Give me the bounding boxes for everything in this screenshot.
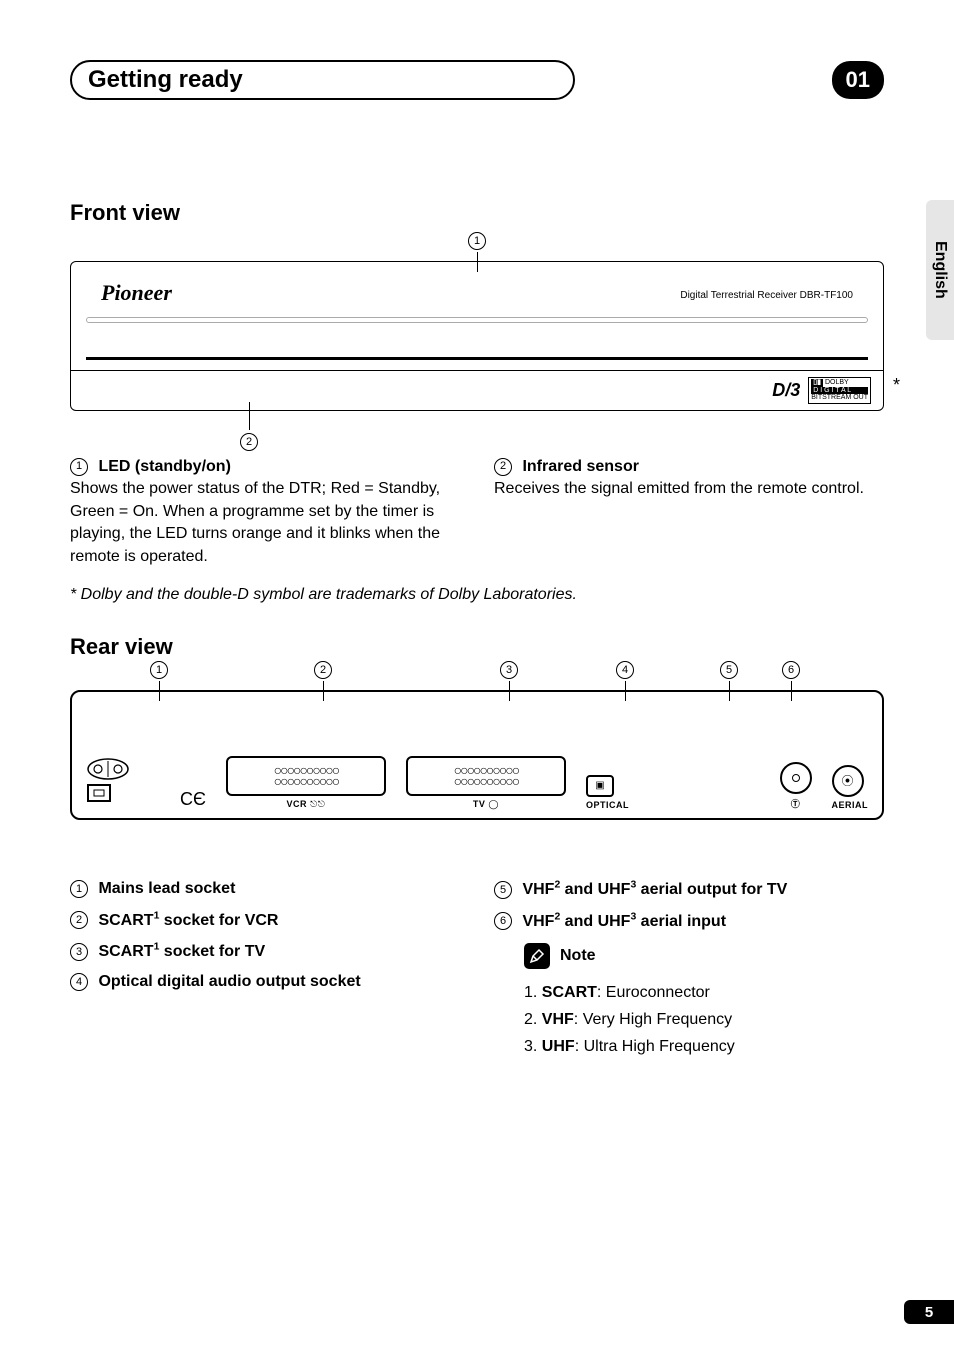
- footnote-star: *: [893, 375, 900, 396]
- dolby-text: DOLBY: [825, 379, 849, 387]
- front-diagram: 1 Pioneer Digital Terrestrial Receiver D…: [70, 261, 884, 411]
- callout-circle-2: 2: [240, 433, 258, 451]
- section-title-pill: Getting ready: [70, 60, 575, 100]
- front-view-heading: Front view: [70, 200, 884, 226]
- aerial-input: ⦿ AERIAL: [832, 765, 869, 810]
- front-item-1: 1 LED (standby/on) Shows the power statu…: [70, 456, 460, 568]
- rear-list-item: 2 SCART1 socket for VCR: [70, 910, 460, 929]
- note-title: Note: [560, 947, 596, 965]
- device-model-text: Digital Terrestrial Receiver DBR-TF100: [680, 290, 853, 301]
- language-label: English: [931, 241, 949, 299]
- front-slot-line: [86, 317, 868, 323]
- note-item: 2. VHF: Very High Frequency: [524, 1006, 884, 1033]
- dolby-footnote: * Dolby and the double-D symbol are trad…: [70, 586, 884, 604]
- rear-list-left: 1 Mains lead socket 2 SCART1 socket for V…: [70, 880, 460, 1060]
- front-item-2: 2 Infrared sensor Receives the signal em…: [494, 456, 884, 568]
- rear-lists: 1 Mains lead socket 2 SCART1 socket for V…: [70, 880, 884, 1060]
- note-list: 1. SCART: Euroconnector2. VHF: Very High…: [524, 979, 884, 1061]
- header-row: Getting ready 01: [70, 60, 884, 100]
- front-bottom-panel: D/3 ▯▮DOLBY D I G I T A L BITSTREAM OUT: [71, 370, 883, 410]
- front-divider-line: [86, 357, 868, 360]
- dolby-logo-box: ▯▮DOLBY D I G I T A L BITSTREAM OUT: [808, 377, 871, 404]
- desc-num-1: 1: [70, 458, 88, 476]
- note-item: 1. SCART: Euroconnector: [524, 979, 884, 1006]
- chapter-number: 01: [846, 67, 870, 92]
- optical-port: ▣ OPTICAL: [586, 775, 629, 810]
- rear-port-row: CЄ ○○○○○○○○○○○○○○○○○○○○ VCR ⎋⎋ ○○○○○○○○○…: [86, 756, 868, 810]
- front-descriptions: 1 LED (standby/on) Shows the power statu…: [70, 456, 884, 568]
- front-callout-2: 2: [240, 402, 258, 451]
- note-heading: Note: [524, 943, 884, 969]
- mains-socket: [86, 757, 156, 810]
- dvb-logo: D/3: [772, 380, 800, 401]
- note-item: 3. UHF: Ultra High Frequency: [524, 1033, 884, 1060]
- brand-logo: Pioneer: [101, 280, 172, 306]
- page-number: 5: [925, 1304, 933, 1321]
- front-item-1-title: LED (standby/on): [98, 458, 230, 475]
- scart-vcr: ○○○○○○○○○○○○○○○○○○○○ VCR ⎋⎋: [226, 756, 386, 810]
- ce-mark: CЄ: [180, 789, 206, 810]
- dolby-digital-text: D I G I T A L: [811, 387, 868, 395]
- scart-tv: ○○○○○○○○○○○○○○○○○○○○ TV ◯: [406, 756, 566, 810]
- dolby-bitstream-text: BITSTREAM OUT: [811, 394, 868, 402]
- rear-list-item: 4 Optical digital audio output socket: [70, 973, 460, 991]
- rear-list-item: 5 VHF2 and UHF3 aerial output for TV: [494, 880, 884, 899]
- front-device-box: Pioneer Digital Terrestrial Receiver DBR…: [70, 261, 884, 411]
- section-title: Getting ready: [88, 66, 243, 93]
- rear-list-item: 3 SCART1 socket for TV: [70, 942, 460, 961]
- rear-list-item: 6 VHF2 and UHF3 aerial input: [494, 911, 884, 930]
- aerial-tv-out: Ⓣ: [780, 762, 812, 810]
- rear-diagram: 1 2 3 4 5 6 CЄ ○○○○○○○○○○○○○○○○○○○○: [70, 690, 884, 820]
- desc-num-2: 2: [494, 458, 512, 476]
- front-item-2-title: Infrared sensor: [522, 458, 638, 475]
- pencil-icon: [524, 943, 550, 969]
- page-number-tab: 5: [904, 1300, 954, 1324]
- chapter-badge: 01: [832, 61, 884, 99]
- rear-view-heading: Rear view: [70, 634, 884, 660]
- rear-device-box: CЄ ○○○○○○○○○○○○○○○○○○○○ VCR ⎋⎋ ○○○○○○○○○…: [70, 690, 884, 820]
- callout-circle-1: 1: [468, 232, 486, 250]
- front-item-2-body: Receives the signal emitted from the rem…: [494, 480, 864, 497]
- rear-list-right: 5 VHF2 and UHF3 aerial output for TV 6 VH…: [494, 880, 884, 1060]
- rear-list-item: 1 Mains lead socket: [70, 880, 460, 898]
- language-side-tab: English: [926, 200, 954, 340]
- front-item-1-body: Shows the power status of the DTR; Red =…: [70, 480, 440, 564]
